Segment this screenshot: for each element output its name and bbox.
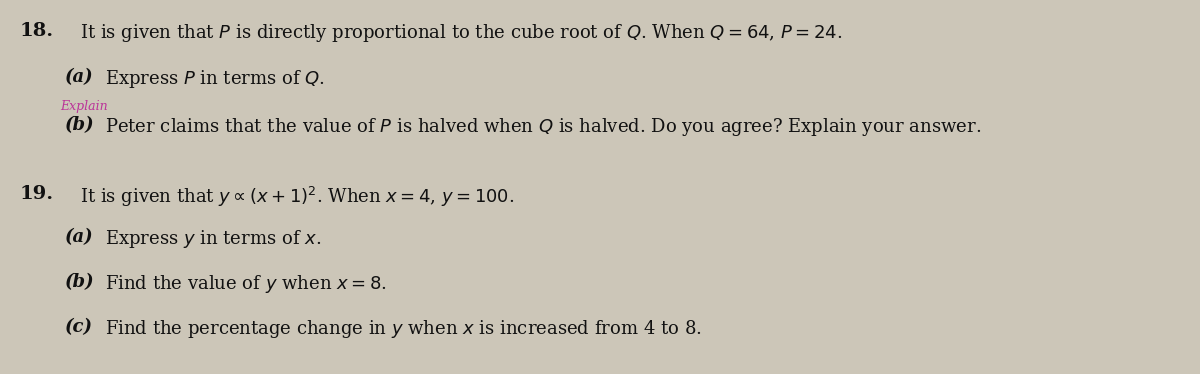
Text: (a): (a): [65, 228, 94, 246]
Text: 19.: 19.: [20, 185, 54, 203]
Text: Peter claims that the value of $P$ is halved when $Q$ is halved. Do you agree? E: Peter claims that the value of $P$ is ha…: [106, 116, 982, 138]
Text: It is given that $y \propto (x + 1)^2$. When $x = 4$, $y = 100$.: It is given that $y \propto (x + 1)^2$. …: [80, 185, 515, 209]
Text: Find the percentage change in $y$ when $x$ is increased from 4 to 8.: Find the percentage change in $y$ when $…: [106, 318, 702, 340]
Text: Express $y$ in terms of $x$.: Express $y$ in terms of $x$.: [106, 228, 322, 250]
Text: (c): (c): [65, 318, 94, 336]
Text: (b): (b): [65, 273, 95, 291]
Text: Explain: Explain: [60, 100, 108, 113]
Text: (b): (b): [65, 116, 95, 134]
Text: Find the value of $y$ when $x = 8$.: Find the value of $y$ when $x = 8$.: [106, 273, 386, 295]
Text: (a): (a): [65, 68, 94, 86]
Text: Express $P$ in terms of $Q$.: Express $P$ in terms of $Q$.: [106, 68, 325, 90]
Text: 18.: 18.: [20, 22, 54, 40]
Text: It is given that $P$ is directly proportional to the cube root of $Q$. When $Q =: It is given that $P$ is directly proport…: [80, 22, 842, 44]
